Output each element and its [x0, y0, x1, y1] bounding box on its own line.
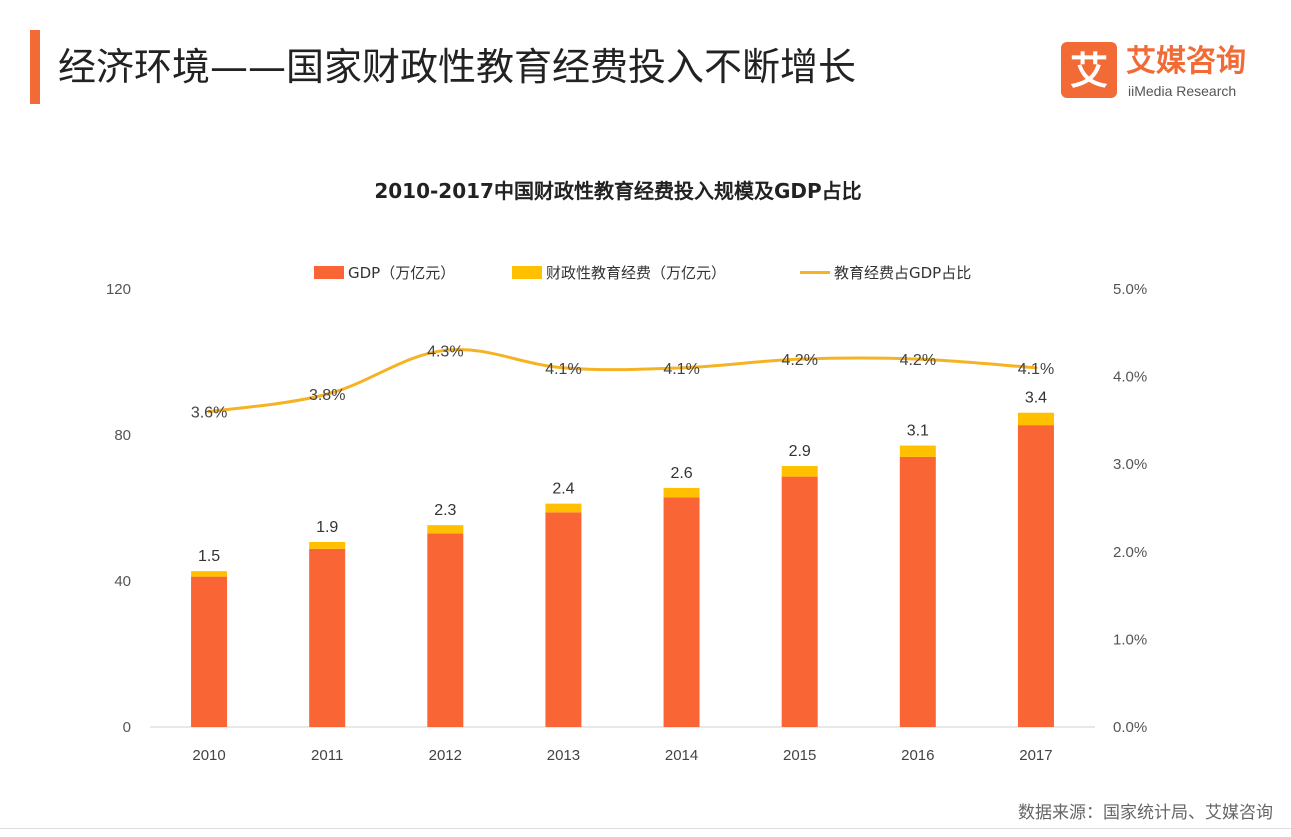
page-title: 经济环境——国家财政性教育经费投入不断增长 — [58, 45, 857, 89]
x-tick-label: 2017 — [1019, 747, 1052, 764]
y-left-tick-label: 40 — [114, 573, 131, 590]
ratio-data-label: 3.8% — [309, 387, 345, 404]
y-right-tick-label: 1.0% — [1113, 631, 1147, 648]
ratio-point — [561, 366, 565, 370]
legend-item-gdp: GDP（万亿元） — [314, 262, 455, 283]
ratio-data-label: 4.1% — [1018, 361, 1054, 378]
ratio-point — [680, 366, 684, 370]
y-left-tick-label: 80 — [114, 427, 131, 444]
ratio-point — [1034, 366, 1038, 370]
ratio-data-label: 4.2% — [781, 352, 817, 369]
x-tick-label: 2010 — [192, 747, 225, 764]
bar-gdp — [663, 497, 700, 727]
legend-swatch-ratio — [800, 271, 830, 274]
x-tick-label: 2011 — [311, 747, 343, 764]
ratio-point — [443, 348, 447, 352]
bar-education-data-label: 3.1 — [907, 423, 929, 440]
y-right-tick-label: 3.0% — [1113, 456, 1147, 473]
ratio-data-label: 4.1% — [545, 361, 581, 378]
brand-name: 艾媒咨询 — [1126, 44, 1246, 79]
y-right-tick-label: 5.0% — [1113, 281, 1147, 298]
chart-title: 2010-2017中国财政性教育经费投入规模及GDP占比 — [374, 179, 862, 203]
legend-label-education: 财政性教育经费（万亿元） — [546, 264, 727, 282]
x-tick-label: 2013 — [547, 747, 580, 764]
bar-education-data-label: 2.4 — [552, 481, 574, 498]
x-tick-label: 2014 — [665, 747, 698, 764]
legend-item-ratio: 教育经费占GDP占比 — [800, 262, 971, 283]
bar-education — [427, 525, 464, 534]
bar-gdp — [427, 533, 464, 727]
ratio-data-label: 4.1% — [663, 361, 699, 378]
bar-education — [899, 445, 936, 457]
x-tick-label: 2012 — [429, 747, 462, 764]
bar-gdp — [899, 456, 936, 727]
ratio-point — [798, 357, 802, 361]
bar-gdp — [191, 576, 228, 727]
bar-education-data-label: 3.4 — [1025, 390, 1047, 407]
brand-logo-char: 艾 — [1070, 49, 1108, 93]
legend-label-ratio: 教育经费占GDP占比 — [834, 264, 972, 282]
ratio-data-label: 3.6% — [191, 405, 227, 422]
ratio-data-label: 4.2% — [900, 352, 936, 369]
bar-gdp — [545, 512, 582, 727]
y-right-tick-label: 2.0% — [1113, 544, 1147, 561]
bar-education — [545, 503, 582, 513]
x-tick-label: 2016 — [901, 747, 934, 764]
ratio-point — [916, 357, 920, 361]
bar-education-data-label: 2.6 — [670, 465, 692, 482]
y-right-tick-label: 0.0% — [1113, 719, 1147, 736]
brand-subtitle: iiMedia Research — [1128, 83, 1237, 99]
y-left-tick-label: 120 — [106, 281, 131, 298]
bar-education — [1017, 412, 1054, 426]
bar-education-data-label: 2.9 — [789, 443, 811, 460]
bar-education-data-label: 1.5 — [198, 548, 220, 565]
bar-education-data-label: 1.9 — [316, 519, 338, 536]
ratio-data-label: 4.3% — [427, 343, 463, 360]
data-source: 数据来源：国家统计局、艾媒咨询 — [1018, 803, 1273, 823]
brand-logo-icon: 艾 — [1061, 42, 1117, 98]
bar-gdp — [309, 548, 346, 727]
ratio-point — [325, 392, 329, 396]
bottom-divider — [0, 828, 1291, 829]
bar-education — [781, 466, 818, 477]
legend-swatch-education — [512, 266, 542, 279]
ratio-line — [208, 348, 1037, 414]
y-right-tick-label: 4.0% — [1113, 369, 1147, 386]
bar-education — [663, 487, 700, 498]
title-accent-bar — [30, 30, 40, 104]
bar-gdp — [781, 476, 818, 727]
x-tick-label: 2015 — [783, 747, 816, 764]
y-left-tick-label: 0 — [123, 719, 131, 736]
bar-education — [309, 541, 346, 549]
legend-swatch-gdp — [314, 266, 344, 279]
ratio-point — [207, 410, 211, 414]
bar-gdp — [1017, 425, 1054, 727]
legend-label-gdp: GDP（万亿元） — [348, 264, 456, 282]
bar-education — [191, 571, 228, 577]
legend-item-education: 财政性教育经费（万亿元） — [512, 262, 726, 283]
bar-education-data-label: 2.3 — [434, 502, 456, 519]
